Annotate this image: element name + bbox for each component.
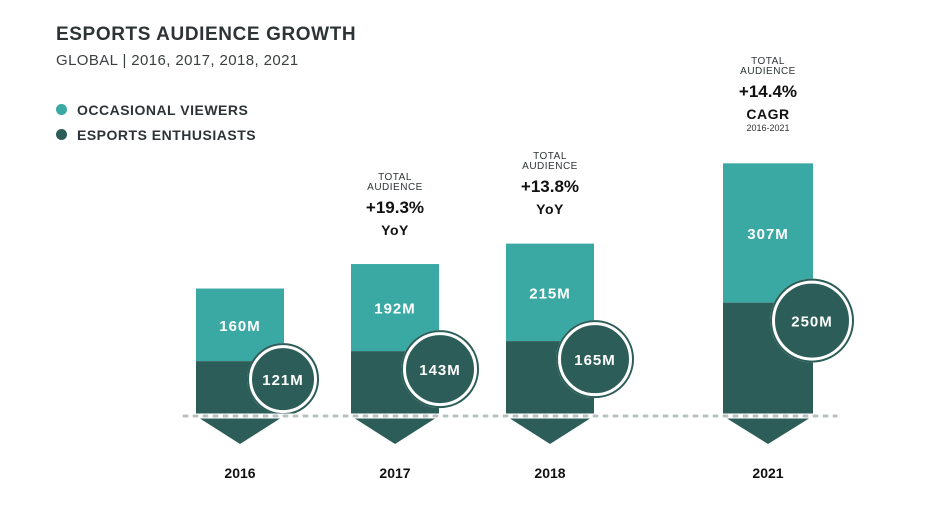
annotation-growth-2017: +19.3% <box>366 198 424 217</box>
bar-occasional-2021 <box>723 163 813 303</box>
legend-label-enthusiasts: ESPORTS ENTHUSIASTS <box>77 126 257 143</box>
annotation-total-2021: TOTAL <box>751 56 785 67</box>
value-label-occasional-2018: 215M <box>529 285 571 302</box>
ring-border-2021 <box>770 278 854 363</box>
ring-badge-2016 <box>250 346 316 413</box>
value-label-enthusiasts-2016: 121M <box>262 372 304 389</box>
value-label-occasional-2016: 160M <box>219 318 261 335</box>
value-label-occasional-2017: 192M <box>374 301 416 318</box>
annotation-total-2017: TOTAL <box>378 172 412 183</box>
category-label-2016: 2016 <box>224 465 255 481</box>
category-label-2017: 2017 <box>379 465 410 481</box>
chart-subtitle: GLOBAL | 2016, 2017, 2018, 2021 <box>56 52 299 69</box>
value-label-enthusiasts-2021: 250M <box>791 314 833 331</box>
legend-swatch-occasional <box>56 104 67 116</box>
annotation-basis-2021: CAGR <box>746 106 789 122</box>
ring-badge-2021 <box>773 281 851 360</box>
legend-label-occasional: OCCASIONAL VIEWERS <box>77 101 249 118</box>
category-label-2018: 2018 <box>534 465 565 481</box>
ring-border-2017 <box>401 330 479 409</box>
annotation-audience-2018: AUDIENCE <box>522 161 578 172</box>
annotation-growth-2018: +13.8% <box>521 177 579 196</box>
annotation-basis-2018: YoY <box>536 201 564 217</box>
annotation-audience-2021: AUDIENCE <box>740 66 796 77</box>
ring-border-2018 <box>556 320 634 399</box>
category-label-2021: 2021 <box>752 465 783 481</box>
ring-badge-2017 <box>404 333 476 406</box>
annotation-basis-2017: YoY <box>381 222 409 238</box>
legend-item-enthusiasts: ESPORTS ENTHUSIASTS <box>56 126 256 144</box>
value-label-occasional-2021: 307M <box>747 226 789 243</box>
annotation-total-2018: TOTAL <box>533 151 567 162</box>
annotation-growth-2021: +14.4% <box>739 82 797 101</box>
value-label-enthusiasts-2018: 165M <box>574 352 616 369</box>
value-label-enthusiasts-2017: 143M <box>419 362 461 379</box>
legend-item-occasional: OCCASIONAL VIEWERS <box>56 101 248 119</box>
chart-title: ESPORTS AUDIENCE GROWTH <box>56 24 357 45</box>
annotation-period-2021: 2016-2021 <box>746 123 789 133</box>
legend-swatch-enthusiasts <box>56 129 67 141</box>
annotation-audience-2017: AUDIENCE <box>367 182 423 193</box>
ring-badge-2018 <box>559 323 631 396</box>
